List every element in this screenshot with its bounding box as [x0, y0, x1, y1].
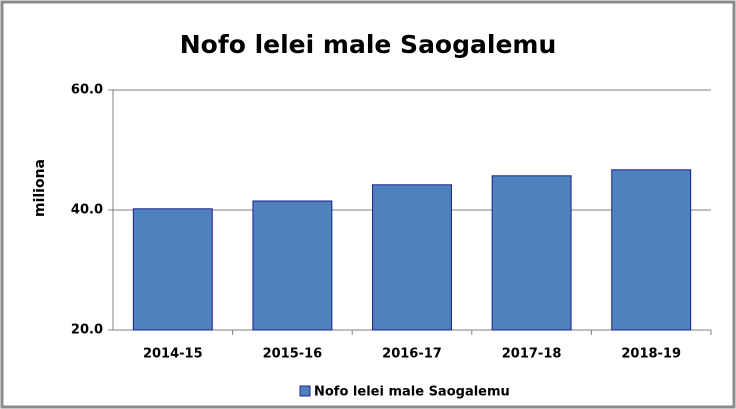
bar — [491, 175, 572, 331]
bar — [611, 169, 692, 331]
y-axis-label: miliona — [32, 159, 48, 217]
bar — [132, 208, 213, 331]
x-tick-label: 2016-17 — [382, 347, 442, 362]
chart-title: Nofo lelei male Saogalemu — [180, 30, 557, 59]
bar — [372, 184, 452, 331]
y-tick-label: 60.0 — [71, 83, 103, 98]
x-tick-label: 2014-15 — [143, 347, 203, 362]
x-tick-label: 2018-19 — [621, 347, 681, 362]
x-tick-label: 2017-18 — [502, 347, 562, 362]
legend-swatch — [299, 385, 311, 397]
legend-label: Nofo lelei male Saogalemu — [314, 385, 510, 400]
bar — [252, 200, 333, 331]
y-tick-label: 40.0 — [71, 203, 103, 218]
y-tick-label: 20.0 — [71, 323, 103, 338]
x-tick-label: 2015-16 — [263, 347, 323, 362]
